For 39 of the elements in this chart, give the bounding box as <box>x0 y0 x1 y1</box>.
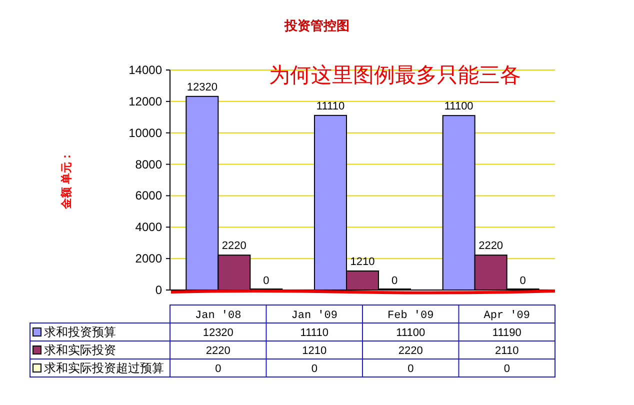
data-label: 0 <box>504 363 510 375</box>
data-label: 0 <box>391 275 398 287</box>
data-label: 0 <box>520 275 526 287</box>
data-label: 11100 <box>444 100 474 113</box>
data-label: 11100 <box>396 327 426 339</box>
data-label: 0 <box>311 363 318 375</box>
data-label: 2220 <box>206 345 230 357</box>
data-label: 2110 <box>495 345 519 357</box>
legend-label: 求和实际投资 <box>44 343 116 357</box>
y-axis-title: 金额 单元： <box>60 150 73 210</box>
annotation: 为何这里图例最多只能三各 <box>269 63 521 87</box>
data-label: 12320 <box>202 327 234 339</box>
y-tick-label: 4000 <box>135 220 162 234</box>
y-tick-label: 0 <box>155 283 162 297</box>
category-label: Jan '09 <box>291 310 338 322</box>
data-label: 0 <box>215 363 222 375</box>
data-label: 12320 <box>186 81 218 94</box>
y-tick-label: 6000 <box>135 188 162 203</box>
y-tick-label: 2000 <box>135 252 162 266</box>
data-label: 2220 <box>398 345 423 357</box>
data-label: 2220 <box>478 240 504 252</box>
data-label: 11190 <box>492 327 522 339</box>
y-tick-label: 14000 <box>128 63 162 77</box>
data-label: 2220 <box>222 240 246 252</box>
category-label: Feb '09 <box>388 310 434 322</box>
data-label: 1210 <box>302 345 327 357</box>
data-label: 0 <box>408 363 414 375</box>
category-label: Jan '08 <box>195 310 242 322</box>
y-tick-label: 12000 <box>128 94 162 108</box>
legend-label: 求和实际投资超过预算 <box>44 361 164 375</box>
y-tick-label: 10000 <box>128 126 162 140</box>
chart-title: 投资管控图 <box>284 18 350 33</box>
data-label: 11110 <box>316 100 345 112</box>
data-label: 1210 <box>350 256 375 268</box>
category-label: Apr '09 <box>484 310 530 322</box>
data-label: 11110 <box>300 327 328 339</box>
data-label: 0 <box>263 275 270 287</box>
y-tick-label: 8000 <box>135 157 162 172</box>
legend-label: 求和投资预算 <box>44 325 116 339</box>
